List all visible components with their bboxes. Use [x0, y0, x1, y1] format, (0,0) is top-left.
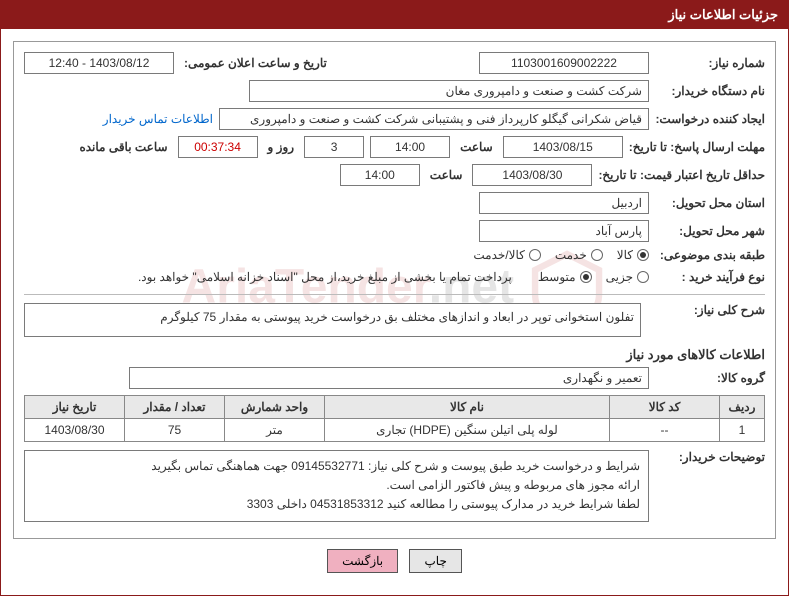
deadline-time-label: ساعت	[456, 140, 497, 154]
radio-small-label: جزیی	[606, 270, 633, 284]
row-buyer-notes: توضیحات خریدار: شرایط و درخواست خرید طبق…	[24, 450, 765, 522]
back-button[interactable]: بازگشت	[327, 549, 398, 573]
validity-date-field: 1403/08/30	[472, 164, 592, 186]
category-radio-group: کالا خدمت کالا/خدمت	[473, 248, 649, 262]
cell-qty: 75	[125, 419, 225, 442]
th-unit: واحد شمارش	[225, 396, 325, 419]
th-date: تاریخ نیاز	[25, 396, 125, 419]
row-need-number: شماره نیاز: 1103001609002222 تاریخ و ساع…	[24, 52, 765, 74]
panel-header: جزئیات اطلاعات نیاز	[1, 1, 788, 29]
buyer-notes-line: لطفا شرایط خرید در مدارک پیوستی را مطالع…	[33, 495, 640, 514]
cell-name: لوله پلی اتیلن سنگین (HDPE) تجاری	[325, 419, 610, 442]
overall-desc-field: تفلون استخوانی توپر در ابعاد و اندازهای …	[24, 303, 641, 337]
requester-label: ایجاد کننده درخواست:	[655, 112, 765, 126]
cell-unit: متر	[225, 419, 325, 442]
radio-dot-icon	[637, 271, 649, 283]
category-label: طبقه بندی موضوعی:	[655, 248, 765, 262]
buyer-notes-line: شرایط و درخواست خرید طبق پیوست و شرح کلی…	[33, 457, 640, 476]
th-row: ردیف	[720, 396, 765, 419]
radio-dot-icon	[580, 271, 592, 283]
row-overall: شرح کلی نیاز: تفلون استخوانی توپر در ابع…	[24, 303, 765, 337]
countdown-field: 00:37:34	[178, 136, 258, 158]
city-label: شهر محل تحویل:	[655, 224, 765, 238]
goods-table: ردیف کد کالا نام کالا واحد شمارش تعداد /…	[24, 395, 765, 442]
print-button[interactable]: چاپ	[409, 549, 461, 573]
need-number-label: شماره نیاز:	[655, 56, 765, 70]
process-radio-group: جزیی متوسط	[538, 270, 649, 284]
cell-date: 1403/08/30	[25, 419, 125, 442]
row-group: گروه کالا: تعمیر و نگهداری	[24, 367, 765, 389]
row-category: طبقه بندی موضوعی: کالا خدمت کالا/خدمت	[24, 248, 765, 262]
buyer-notes-line: ارائه مجوز های مربوطه و پیش فاکتور الزام…	[33, 476, 640, 495]
th-name: نام کالا	[325, 396, 610, 419]
remaining-label: ساعت باقی مانده	[75, 140, 171, 154]
button-row: چاپ بازگشت	[13, 539, 776, 583]
need-number-field: 1103001609002222	[479, 52, 649, 74]
announce-date-field: 1403/08/12 - 12:40	[24, 52, 174, 74]
th-qty: تعداد / مقدار	[125, 396, 225, 419]
row-process: نوع فرآیند خرید : جزیی متوسط پرداخت تمام…	[24, 268, 765, 286]
validity-time-label: ساعت	[426, 168, 467, 182]
row-validity: حداقل تاریخ اعتبار قیمت: تا تاریخ: 1403/…	[24, 164, 765, 186]
form-container: AriaTender.net شماره نیاز: 1103001609002…	[13, 41, 776, 539]
validity-time-field: 14:00	[340, 164, 420, 186]
radio-goods-label: کالا	[617, 248, 633, 262]
radio-service-label: خدمت	[555, 248, 587, 262]
divider	[24, 294, 765, 295]
radio-goods[interactable]: کالا	[617, 248, 649, 262]
radio-service[interactable]: خدمت	[555, 248, 603, 262]
radio-dot-icon	[591, 249, 603, 261]
radio-both[interactable]: کالا/خدمت	[473, 248, 540, 262]
deadline-time-field: 14:00	[370, 136, 450, 158]
deadline-date-field: 1403/08/15	[503, 136, 623, 158]
panel-title: جزئیات اطلاعات نیاز	[668, 7, 778, 22]
row-requester: ایجاد کننده درخواست: قیاض شکرانی گیگلو ک…	[24, 108, 765, 130]
buyer-field: شرکت کشت و صنعت و دامپروری مغان	[249, 80, 649, 102]
table-row: 1 -- لوله پلی اتیلن سنگین (HDPE) تجاری م…	[25, 419, 765, 442]
radio-small[interactable]: جزیی	[606, 270, 649, 284]
row-deadline: مهلت ارسال پاسخ: تا تاریخ: 1403/08/15 سا…	[24, 136, 765, 158]
radio-dot-icon	[637, 249, 649, 261]
province-field: اردبیل	[479, 192, 649, 214]
city-field: پارس آباد	[479, 220, 649, 242]
radio-medium[interactable]: متوسط	[538, 270, 592, 284]
process-note: پرداخت تمام یا بخشی از مبلغ خرید،از محل …	[138, 268, 512, 286]
cell-row: 1	[720, 419, 765, 442]
group-field: تعمیر و نگهداری	[129, 367, 649, 389]
radio-medium-label: متوسط	[538, 270, 576, 284]
process-label: نوع فرآیند خرید :	[655, 270, 765, 284]
goods-section-title: اطلاعات کالاهای مورد نیاز	[24, 347, 765, 363]
requester-field: قیاض شکرانی گیگلو کارپرداز فنی و پشتیبان…	[219, 108, 649, 130]
panel: جزئیات اطلاعات نیاز AriaTender.net شماره…	[0, 0, 789, 596]
radio-both-label: کالا/خدمت	[473, 248, 524, 262]
overall-label: شرح کلی نیاز:	[655, 303, 765, 317]
deadline-label: مهلت ارسال پاسخ: تا تاریخ:	[629, 140, 765, 154]
buyer-notes-box: شرایط و درخواست خرید طبق پیوست و شرح کلی…	[24, 450, 649, 522]
row-province: استان محل تحویل: اردبیل	[24, 192, 765, 214]
buyer-notes-label: توضیحات خریدار:	[655, 450, 765, 464]
validity-label: حداقل تاریخ اعتبار قیمت: تا تاریخ:	[598, 168, 765, 182]
row-buyer: نام دستگاه خریدار: شرکت کشت و صنعت و دام…	[24, 80, 765, 102]
cell-code: --	[610, 419, 720, 442]
province-label: استان محل تحویل:	[655, 196, 765, 210]
radio-dot-icon	[529, 249, 541, 261]
days-remaining-field: 3	[304, 136, 364, 158]
days-label: روز و	[264, 140, 299, 154]
th-code: کد کالا	[610, 396, 720, 419]
announce-date-label: تاریخ و ساعت اعلان عمومی:	[180, 56, 331, 70]
table-header-row: ردیف کد کالا نام کالا واحد شمارش تعداد /…	[25, 396, 765, 419]
contact-link[interactable]: اطلاعات تماس خریدار	[103, 112, 213, 126]
buyer-label: نام دستگاه خریدار:	[655, 84, 765, 98]
row-city: شهر محل تحویل: پارس آباد	[24, 220, 765, 242]
group-label: گروه کالا:	[655, 371, 765, 385]
